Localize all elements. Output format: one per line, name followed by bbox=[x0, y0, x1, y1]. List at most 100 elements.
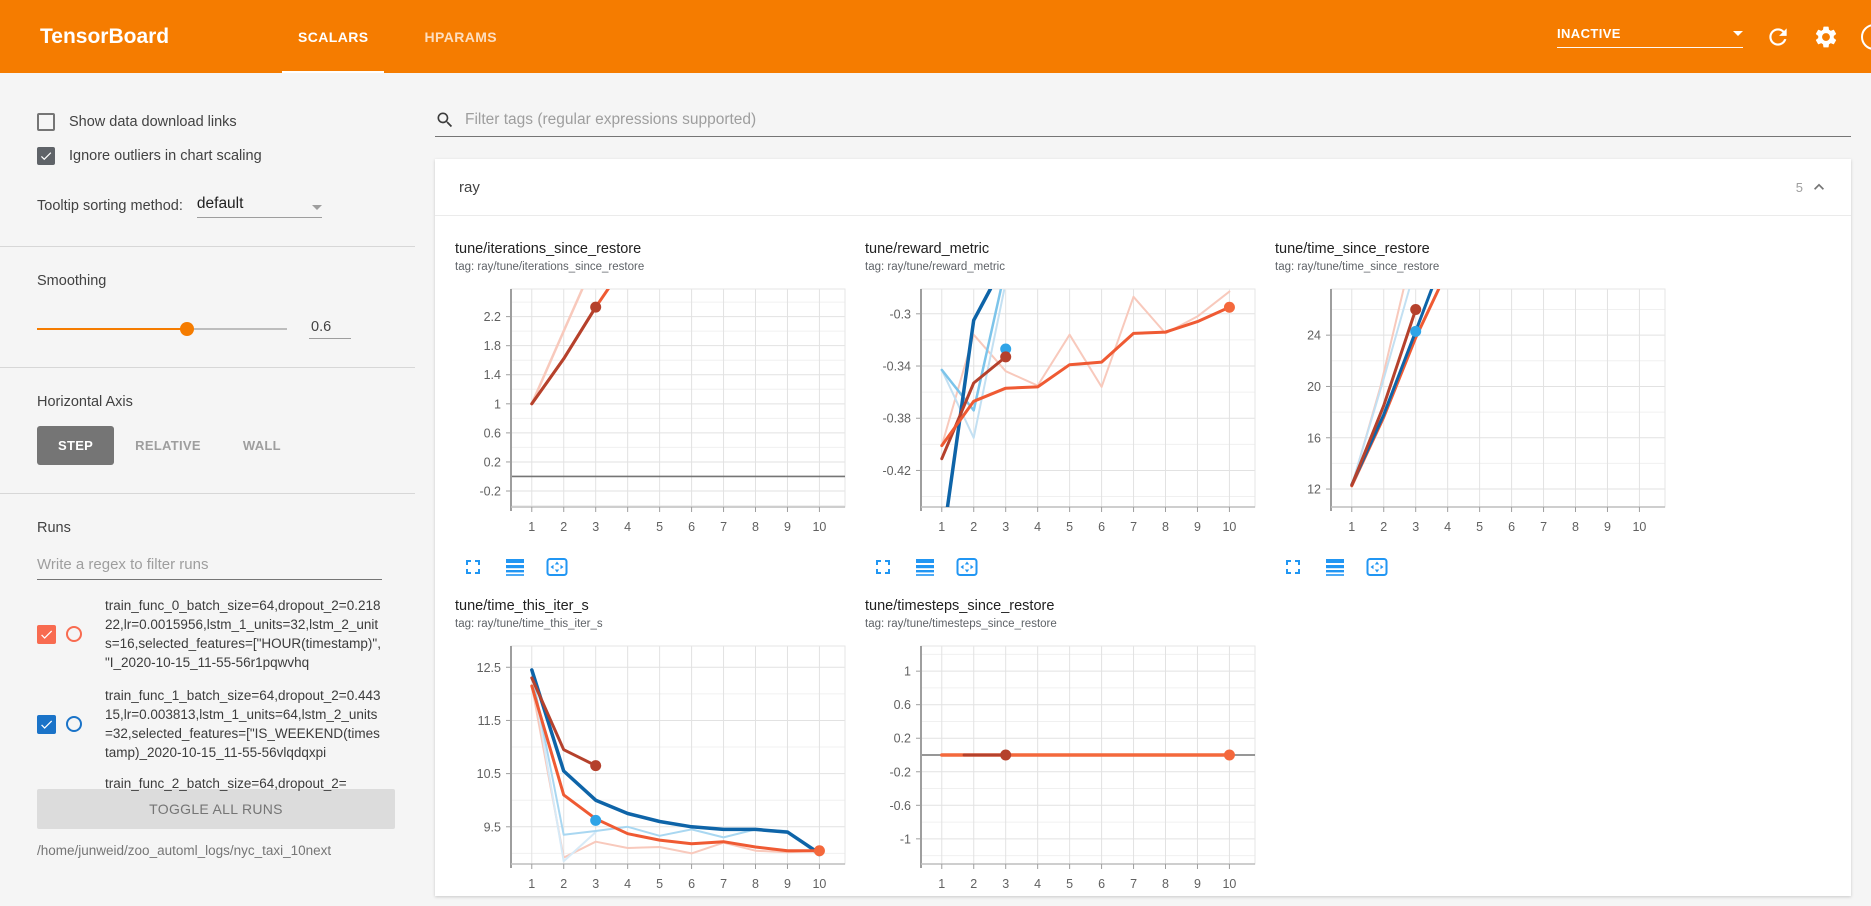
svg-text:2: 2 bbox=[1380, 520, 1387, 534]
svg-text:10: 10 bbox=[1632, 520, 1646, 534]
smoothing-row: 0.6 bbox=[37, 319, 415, 339]
logdir-path: /home/junweid/zoo_automl_logs/nyc_taxi_1… bbox=[37, 843, 332, 858]
axis-button-wall[interactable]: WALL bbox=[242, 438, 281, 453]
chart-card: tune/reward_metric tag: ray/tune/reward_… bbox=[865, 240, 1261, 579]
svg-text:6: 6 bbox=[1508, 520, 1515, 534]
svg-text:7: 7 bbox=[1540, 520, 1547, 534]
chart-tag: tag: ray/tune/time_since_restore bbox=[1275, 261, 1440, 273]
tag-group-title: ray bbox=[459, 178, 480, 196]
svg-text:20: 20 bbox=[1307, 380, 1321, 394]
chart-title: tune/time_since_restore bbox=[1275, 241, 1430, 257]
svg-text:9: 9 bbox=[1194, 877, 1201, 891]
status-label: INACTIVE bbox=[1557, 25, 1621, 41]
svg-text:6: 6 bbox=[1098, 520, 1105, 534]
run-item: train_func_2_batch_size=64,dropout_2= bbox=[37, 776, 415, 791]
divider bbox=[0, 493, 415, 494]
run-color-radio[interactable] bbox=[66, 626, 82, 642]
tab-hparams[interactable]: HPARAMS bbox=[424, 28, 498, 45]
chart-card: tune/iterations_since_restore tag: ray/t… bbox=[455, 240, 851, 579]
svg-text:7: 7 bbox=[720, 520, 727, 534]
svg-text:1: 1 bbox=[1348, 520, 1355, 534]
svg-text:6: 6 bbox=[688, 520, 695, 534]
run-checkbox-checked-icon[interactable] bbox=[37, 624, 56, 644]
chart-tag: tag: ray/tune/timesteps_since_restore bbox=[865, 618, 1057, 630]
toggle-all-runs-button[interactable]: TOGGLE ALL RUNS bbox=[37, 789, 395, 829]
line-chart[interactable]: 9.5 10.5 11.5 12.5 1 2 3 4 5 6 7 8 9 10 bbox=[455, 638, 851, 896]
chart-tag: tag: ray/tune/reward_metric bbox=[865, 261, 1005, 273]
svg-text:4: 4 bbox=[1444, 520, 1451, 534]
svg-text:8: 8 bbox=[1162, 877, 1169, 891]
refresh-icon[interactable] bbox=[1765, 24, 1791, 50]
chart-title: tune/time_this_iter_s bbox=[455, 598, 589, 614]
checkbox-label: Show data download links bbox=[69, 114, 237, 130]
gear-icon[interactable] bbox=[1813, 24, 1839, 50]
svg-text:5: 5 bbox=[1066, 520, 1073, 534]
tooltip-sorting-row: Tooltip sorting method: default bbox=[37, 195, 415, 218]
svg-text:9.5: 9.5 bbox=[484, 820, 501, 834]
axis-button-relative[interactable]: RELATIVE bbox=[135, 438, 201, 453]
line-chart[interactable]: -0.42 -0.38 -0.34 -0.3 1 2 3 4 5 6 7 8 9 10 bbox=[865, 281, 1261, 553]
svg-text:24: 24 bbox=[1307, 329, 1321, 343]
checkbox-unchecked-icon[interactable] bbox=[37, 113, 55, 131]
log-scale-icon[interactable] bbox=[913, 555, 937, 579]
svg-text:8: 8 bbox=[1572, 520, 1579, 534]
tooltip-sorting-select[interactable]: default bbox=[196, 195, 322, 218]
svg-text:-0.2: -0.2 bbox=[479, 485, 501, 499]
chart-actions bbox=[865, 555, 1261, 579]
line-chart[interactable]: 12 16 20 24 1 2 3 4 5 6 7 8 9 10 bbox=[1275, 281, 1671, 553]
fit-domain-icon[interactable] bbox=[955, 555, 979, 579]
svg-text:8: 8 bbox=[752, 877, 759, 891]
svg-text:4: 4 bbox=[1034, 877, 1041, 891]
checkbox-checked-icon[interactable] bbox=[37, 147, 55, 165]
slider-thumb[interactable] bbox=[180, 322, 194, 336]
fit-domain-icon[interactable] bbox=[545, 555, 569, 579]
svg-text:3: 3 bbox=[592, 520, 599, 534]
checkbox-ignore-outliers[interactable]: Ignore outliers in chart scaling bbox=[37, 141, 415, 171]
svg-text:4: 4 bbox=[1034, 520, 1041, 534]
app-header: TensorBoard SCALARS HPARAMS INACTIVE bbox=[0, 0, 1871, 73]
line-chart[interactable]: -1 -0.6 -0.2 0.2 0.6 1 1 2 3 4 5 6 7 8 9 10 bbox=[865, 638, 1261, 896]
svg-text:0.2: 0.2 bbox=[484, 455, 501, 469]
charts-grid: tune/iterations_since_restore tag: ray/t… bbox=[435, 216, 1851, 896]
svg-text:0.6: 0.6 bbox=[894, 698, 911, 712]
svg-text:1: 1 bbox=[494, 397, 501, 411]
svg-text:10: 10 bbox=[812, 520, 826, 534]
slider-fill bbox=[37, 328, 187, 330]
divider bbox=[0, 246, 415, 247]
axis-button-step[interactable]: STEP bbox=[37, 426, 115, 465]
chart-card: tune/time_since_restore tag: ray/tune/ti… bbox=[1275, 240, 1671, 579]
svg-text:10: 10 bbox=[812, 877, 826, 891]
expand-chart-icon[interactable] bbox=[461, 555, 485, 579]
svg-text:8: 8 bbox=[1162, 520, 1169, 534]
runs-label: Runs bbox=[37, 520, 71, 536]
tag-group-header[interactable]: ray 5 bbox=[435, 159, 1851, 216]
reload-status-select[interactable]: INACTIVE bbox=[1557, 26, 1743, 48]
svg-text:1: 1 bbox=[528, 520, 535, 534]
expand-chart-icon[interactable] bbox=[1281, 555, 1305, 579]
help-icon[interactable] bbox=[1861, 23, 1871, 50]
run-color-radio[interactable] bbox=[66, 716, 82, 732]
app-logo: TensorBoard bbox=[40, 24, 170, 48]
log-scale-icon[interactable] bbox=[1323, 555, 1347, 579]
log-scale-icon[interactable] bbox=[503, 555, 527, 579]
smoothing-value-field[interactable]: 0.6 bbox=[309, 319, 351, 339]
svg-text:3: 3 bbox=[592, 877, 599, 891]
chart-tag: tag: ray/tune/iterations_since_restore bbox=[455, 261, 645, 273]
run-controls bbox=[37, 624, 95, 644]
chevron-up-icon[interactable] bbox=[1809, 177, 1829, 197]
tab-scalars[interactable]: SCALARS bbox=[270, 0, 396, 73]
svg-text:-0.34: -0.34 bbox=[883, 360, 912, 374]
run-checkbox-checked-icon[interactable] bbox=[37, 714, 56, 734]
checkbox-label: Ignore outliers in chart scaling bbox=[69, 148, 262, 164]
expand-chart-icon[interactable] bbox=[871, 555, 895, 579]
tag-filter-input[interactable] bbox=[465, 110, 1851, 129]
line-chart[interactable]: -0.2 0.2 0.6 1 1.4 1.8 2.2 1 2 3 4 5 6 7 8 9 10 bbox=[455, 281, 851, 553]
svg-text:5: 5 bbox=[656, 877, 663, 891]
svg-text:6: 6 bbox=[688, 877, 695, 891]
runs-filter-input[interactable] bbox=[37, 552, 382, 580]
checkbox-show-data-download-links[interactable]: Show data download links bbox=[37, 107, 415, 137]
fit-domain-icon[interactable] bbox=[1365, 555, 1389, 579]
smoothing-slider[interactable] bbox=[37, 322, 287, 336]
run-item: train_func_1_batch_size=64,dropout_2=0.4… bbox=[37, 686, 415, 762]
svg-text:0.2: 0.2 bbox=[894, 732, 911, 746]
